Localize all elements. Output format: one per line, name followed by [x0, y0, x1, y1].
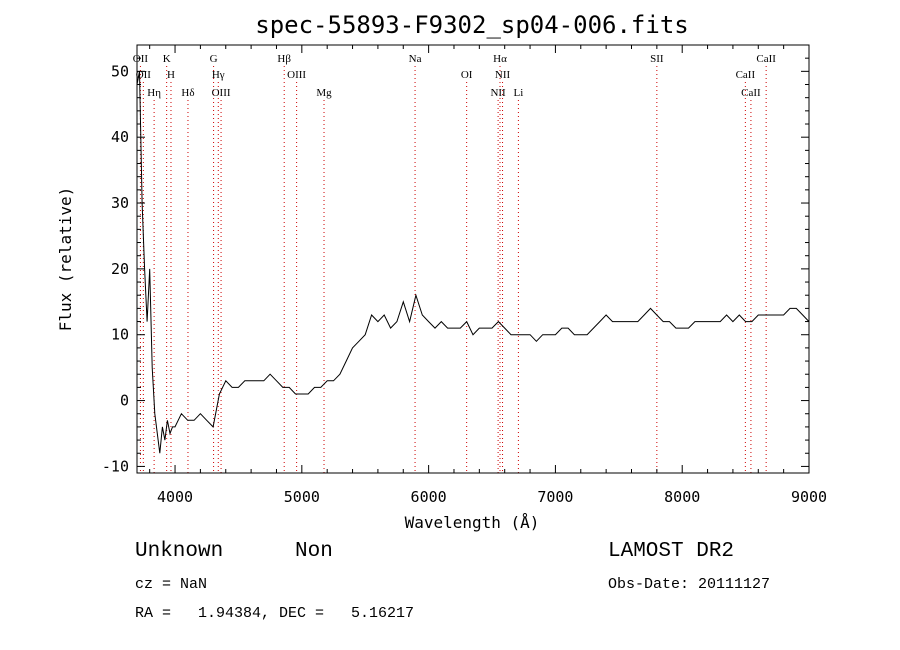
- spectral-line-label: Hη: [147, 87, 161, 99]
- spectral-line-label: K: [163, 53, 171, 65]
- spectral-line-label: H: [167, 69, 175, 81]
- spectral-line-label: Hγ: [212, 69, 225, 81]
- y-tick-label: 30: [111, 194, 129, 212]
- x-tick-label: 4000: [157, 488, 193, 506]
- ra-dec-coordinates: RA = 1.94384, DEC = 5.16217: [135, 605, 415, 622]
- spectral-line-label: Na: [409, 53, 422, 65]
- observation-date: Obs-Date: 20111127: [608, 576, 771, 593]
- y-axis-ticks: -10 0 10 20 30 40 50: [102, 44, 809, 475]
- spectral-line-label: CaII: [741, 87, 761, 99]
- spectral-line-label: G: [210, 53, 218, 65]
- spectral-line-label: OIII: [287, 69, 306, 81]
- x-tick-label: 7000: [537, 488, 573, 506]
- spectral-line-label: CaII: [756, 53, 776, 65]
- spectral-line-markers: [139, 66, 767, 473]
- redshift-cz: cz = NaN: [135, 576, 208, 593]
- spectrum-series-line: [136, 71, 810, 454]
- spectral-line-label: SII: [650, 53, 664, 65]
- y-tick-label: 10: [111, 326, 129, 344]
- object-subclass: Non: [295, 540, 333, 563]
- y-tick-label: 0: [120, 392, 129, 410]
- chart-title: spec-55893-F9302_sp04-006.fits: [255, 11, 688, 39]
- spectral-line-label: Hδ: [181, 87, 194, 99]
- spectral-line-label: Li: [514, 87, 524, 99]
- x-tick-label: 9000: [791, 488, 827, 506]
- y-tick-label: 50: [111, 62, 129, 80]
- spectral-line-label: Hα: [493, 53, 507, 65]
- y-tick-label: -10: [102, 457, 129, 475]
- x-tick-label: 6000: [411, 488, 447, 506]
- spectral-line-label: Mg: [316, 87, 332, 99]
- spectral-line-label: OIII: [212, 87, 231, 99]
- x-tick-label: 8000: [664, 488, 700, 506]
- x-axis-label: Wavelength (Å): [405, 513, 540, 532]
- spectral-line-label: NII: [495, 69, 511, 81]
- y-tick-label: 20: [111, 260, 129, 278]
- spectral-line-label: OI: [461, 69, 473, 81]
- y-tick-label: 40: [111, 128, 129, 146]
- plot-frame: [136, 44, 810, 474]
- x-axis-ticks: 4000 5000 6000 7000 8000 9000: [149, 45, 827, 506]
- x-tick-label: 5000: [284, 488, 320, 506]
- spectral-line-label: Hβ: [277, 53, 291, 65]
- spectral-line-label: OII: [133, 53, 149, 65]
- object-class: Unknown: [135, 540, 224, 563]
- spectral-line-label: CaII: [736, 69, 756, 81]
- spectral-line-label: NII: [490, 87, 506, 99]
- spectral-line-labels: OIIOIIHηKHHδGHγOIIIHβOIIIMgNaOINIIHαNIIL…: [133, 53, 776, 99]
- y-axis-label: Flux (relative): [56, 187, 75, 332]
- survey-name: LAMOST DR2: [608, 540, 735, 563]
